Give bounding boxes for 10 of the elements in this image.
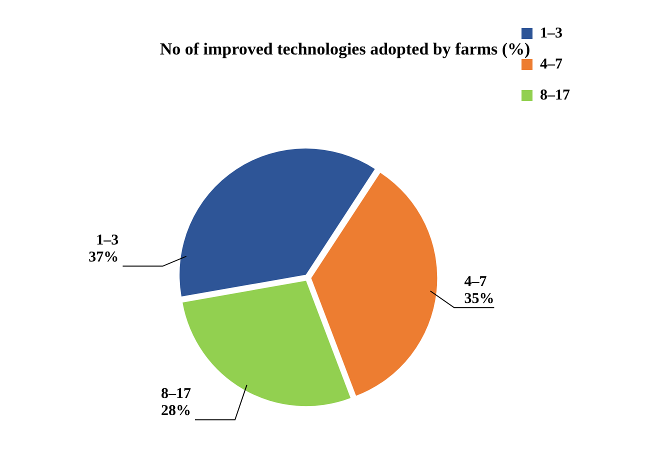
text: No of improved technologies adopted by farms (%)	[160, 40, 530, 59]
legend-label: 8–17	[540, 87, 570, 104]
slice-label: 8–17	[160, 386, 192, 402]
legend-label: 4–7	[540, 56, 563, 72]
slice-label: 4–7	[464, 274, 488, 290]
slice-label: 1–3	[96, 232, 119, 249]
data-label: 37%	[88, 250, 119, 266]
legend-label: 1–3	[540, 25, 562, 42]
data-label: 35%	[464, 290, 494, 307]
data-label: 28%	[160, 403, 191, 420]
